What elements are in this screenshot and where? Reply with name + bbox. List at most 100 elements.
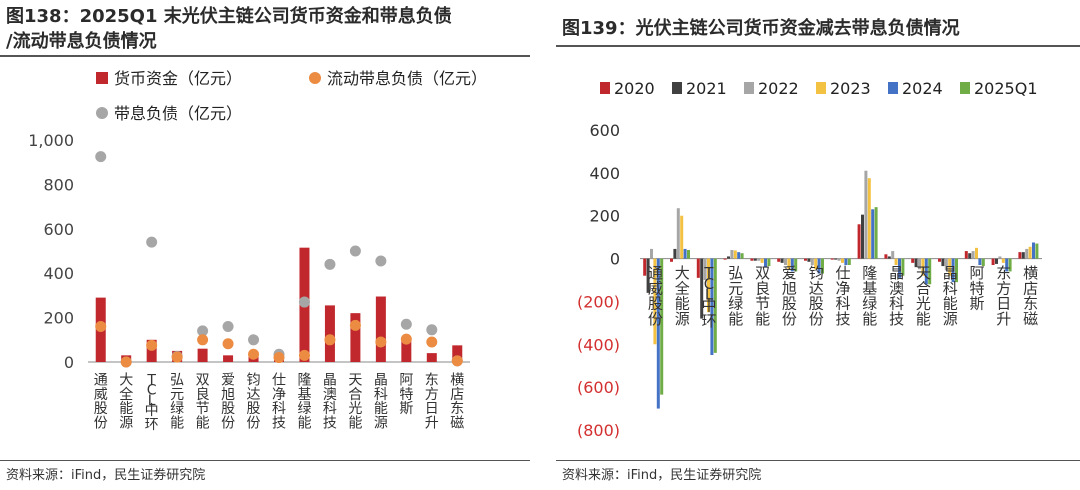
- legend-swatch: [960, 82, 970, 94]
- x-tick-label: 阿特斯: [969, 264, 984, 313]
- x-tick-label-char: 元: [728, 279, 743, 297]
- point-interest-debt: [298, 296, 310, 308]
- bar-2022: [971, 251, 975, 259]
- x-tick-label-char: 能: [755, 310, 770, 328]
- x-tick-label-char: 仕: [272, 373, 286, 389]
- bar-cash: [197, 348, 208, 362]
- left-legend: 货币资金（亿元） 流动带息负债（亿元） 带息负债（亿元）: [96, 69, 487, 123]
- right-figure-panel: 图139：光伏主链公司货币资金减去带息负债情况 2020 2021 2022 2023…: [556, 0, 1080, 490]
- left-title-line1: 图138：2025Q1 末光伏主链公司货币资金和带息负债: [6, 6, 452, 27]
- bar-2023: [1028, 246, 1032, 259]
- x-tick-label-char: 能: [196, 415, 210, 431]
- x-tick-label-char: 绿: [297, 401, 311, 417]
- legend-swatch: [888, 82, 898, 94]
- bar-2023: [814, 258, 818, 270]
- bar-2022: [676, 208, 680, 259]
- x-tick-label-char: 升: [996, 310, 1011, 328]
- bar-2025Q1: [767, 258, 771, 267]
- bar-2025Q1: [1008, 258, 1012, 272]
- x-tick-label-char: T: [146, 373, 156, 389]
- x-tick-label-char: L: [705, 286, 714, 304]
- bar-cash: [375, 296, 386, 362]
- point-current-debt: [146, 339, 158, 351]
- point-interest-debt: [248, 334, 260, 346]
- point-current-debt: [375, 336, 387, 348]
- bar-2025Q1: [687, 250, 690, 259]
- x-tick-label-char: 合: [916, 279, 931, 297]
- x-tick-label-char: 方: [996, 279, 1011, 297]
- bar-2024: [764, 258, 767, 268]
- y-tick-label: (800): [577, 421, 620, 440]
- y-tick-label: 200: [43, 309, 74, 328]
- x-tick-label-char: 科: [835, 295, 850, 313]
- x-tick-label-char: 源: [119, 415, 133, 431]
- x-tick-label-char: 钧: [809, 264, 824, 282]
- bar-2025Q1: [713, 258, 717, 353]
- x-tick-label-char: 天: [916, 264, 931, 282]
- x-tick-label-char: 股: [221, 401, 235, 417]
- x-tick-label-char: C: [704, 275, 714, 293]
- bar-2021: [753, 258, 757, 261]
- point-current-debt: [298, 349, 310, 361]
- x-tick-label-char: 阿: [399, 373, 413, 389]
- right-chart: 2020 2021 2022 2023 2024 2025Q1 (800) (600) (400…: [577, 79, 1042, 440]
- legend-swatch: [816, 82, 826, 94]
- bar-2023: [894, 258, 898, 265]
- bar-2021: [700, 258, 704, 319]
- point-interest-debt: [222, 320, 234, 332]
- x-tick-label-char: 基: [862, 279, 877, 297]
- y-tick-label: 400: [43, 264, 74, 283]
- bar-2025Q1: [901, 258, 905, 276]
- bar-2025Q1: [847, 258, 851, 265]
- x-tick-label-char: 通: [648, 264, 663, 282]
- bar-2022: [864, 170, 868, 259]
- x-tick-label-char: 特: [969, 279, 984, 297]
- bar-2021: [727, 256, 730, 259]
- x-tick-label-char: 源: [943, 310, 958, 328]
- point-current-debt: [426, 336, 438, 348]
- bar-2021: [807, 258, 811, 262]
- x-tick-label-char: 澳: [889, 279, 904, 297]
- x-tick-label-char: 旭: [221, 387, 235, 403]
- legend-label: 带息负债（亿元）: [114, 104, 242, 123]
- bar-2021: [1021, 252, 1025, 259]
- point-current-debt: [95, 320, 107, 332]
- x-tick-label-char: T: [703, 264, 714, 282]
- bar-2024: [978, 258, 982, 265]
- x-tick-label-char: 磁: [1023, 310, 1038, 328]
- bar-2025Q1: [1035, 243, 1039, 259]
- x-tick-label-char: 横: [450, 373, 464, 389]
- bar-2022: [837, 258, 841, 261]
- point-current-debt: [171, 351, 183, 363]
- bar-2023: [760, 258, 764, 263]
- bar-2022: [650, 248, 653, 259]
- bar-2024: [1005, 258, 1009, 272]
- x-tick-label-char: 日: [996, 295, 1011, 313]
- bar-2023: [707, 258, 710, 313]
- bar-2024: [790, 258, 794, 272]
- x-tick-label-char: 晶: [374, 373, 388, 389]
- bar-2021: [968, 253, 972, 259]
- x-tick-label-char: 科: [323, 401, 337, 417]
- x-tick-label-char: 澳: [323, 387, 337, 403]
- bar-2023: [948, 258, 952, 276]
- x-tick-label-char: 份: [782, 310, 797, 328]
- bar-2021: [834, 258, 838, 260]
- x-tick-label-char: 绿: [170, 401, 184, 417]
